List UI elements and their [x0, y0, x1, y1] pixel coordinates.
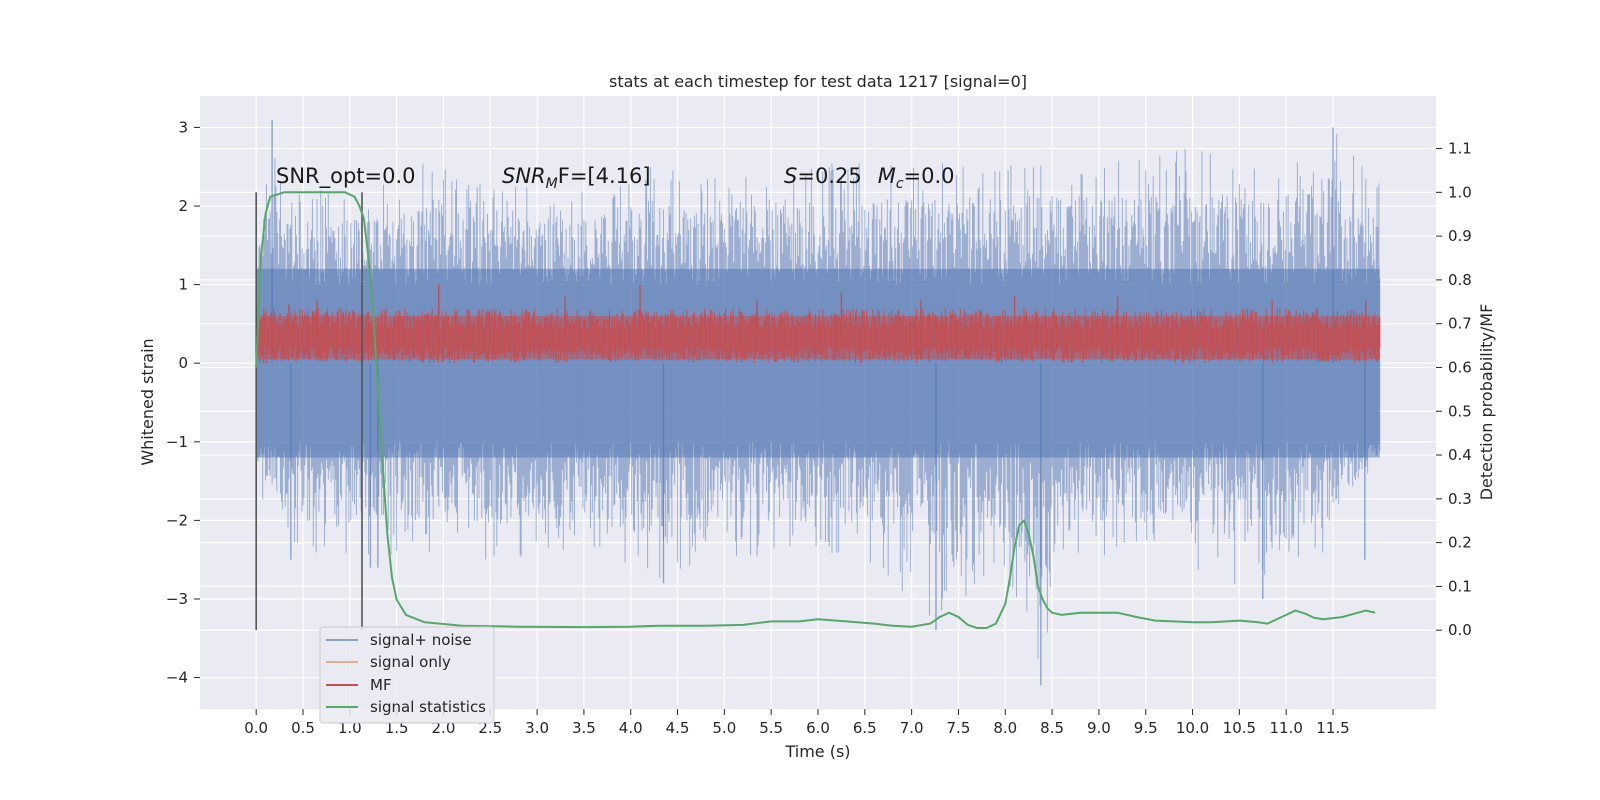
x-tick-label: 3.5	[572, 719, 596, 737]
y2-tick-label: 0.8	[1448, 271, 1472, 289]
y2-axis-label: Detection probability/MF	[1477, 304, 1496, 501]
legend: signal+ noise signal only MF signal stat…	[319, 626, 495, 724]
annotation-snr-mf: SNRMF=[4.16]	[502, 164, 651, 192]
y2-tick-label: 0.7	[1448, 315, 1472, 333]
y-axis-label: Whitened strain	[138, 338, 157, 465]
x-tick-label: 6.0	[806, 719, 830, 737]
x-axis-label: Time (s)	[784, 742, 850, 761]
signal-statistics-line	[255, 191, 1376, 629]
x-tick-label: 7.0	[900, 719, 924, 737]
y2-tick-label: 0.0	[1448, 621, 1472, 639]
y2-tick-label: 1.1	[1448, 140, 1472, 158]
x-tick-label: 10.0	[1176, 719, 1209, 737]
s-value: =0.25	[797, 164, 861, 188]
annotation-snr-opt: SNR_opt=0.0	[276, 164, 416, 189]
s-main: S	[784, 164, 797, 188]
y-tick-label: 2	[178, 197, 188, 215]
x-tick-label: 9.0	[1087, 719, 1111, 737]
x-tick-label: 9.5	[1134, 719, 1158, 737]
y2-tick-label: 1.0	[1448, 183, 1472, 201]
chart-title: stats at each timestep for test data 121…	[609, 72, 1027, 91]
y2-tick-label: 0.6	[1448, 358, 1472, 376]
y2-tick-label: 0.5	[1448, 402, 1472, 420]
x-tick-label: 0.0	[244, 719, 268, 737]
y-tick-label: −1	[166, 433, 188, 451]
mc-main: M	[878, 164, 896, 188]
y-tick-label: 1	[178, 276, 188, 294]
x-tick-label: 11.0	[1269, 719, 1302, 737]
snr-mf-main: SNR	[502, 164, 546, 188]
x-tick-label: 3.0	[525, 719, 549, 737]
legend-label-stats: signal statistics	[370, 698, 486, 716]
x-tick-label: 6.5	[853, 719, 877, 737]
x-tick-label: 11.5	[1316, 719, 1349, 737]
mf-series	[255, 284, 1381, 387]
x-tick-label: 8.0	[993, 719, 1017, 737]
y-tick-label: 0	[178, 354, 188, 372]
x-tick-label: 8.5	[1040, 719, 1064, 737]
x-tick-label: 4.0	[619, 719, 643, 737]
mc-sub: c	[896, 176, 904, 192]
x-tick-label: 10.5	[1223, 719, 1256, 737]
legend-label-signal-only: signal only	[370, 653, 451, 671]
snr-mf-rest: F=[4.16]	[558, 164, 651, 188]
mc-value: =0.0	[904, 164, 955, 188]
vertical-markers	[255, 192, 363, 631]
annotation-s-mc: S=0.25 Mc=0.0	[784, 164, 955, 192]
y2-tick-label: 0.1	[1448, 577, 1472, 595]
y2-tick-label: 0.2	[1448, 534, 1472, 552]
y2-tick-label: 0.3	[1448, 490, 1472, 508]
legend-label-mf: MF	[370, 676, 392, 694]
y-tick-label: 3	[178, 118, 188, 136]
x-tick-label: 0.5	[291, 719, 315, 737]
y2-axis-ticks: 1.1 1.0 0.9 0.8 0.7 0.6 0.5 0.4 0.3 0.2 0.1 0.0	[1436, 140, 1472, 639]
snr-mf-sub: M	[546, 176, 558, 192]
x-tick-label: 4.5	[666, 719, 690, 737]
legend-label-noise: signal+ noise	[370, 631, 472, 649]
x-tick-label: 7.5	[947, 719, 971, 737]
y2-tick-label: 0.9	[1448, 227, 1472, 245]
signal-noise-series	[255, 119, 1381, 686]
signal-statistics-series	[255, 191, 1376, 629]
x-tick-label: 5.5	[759, 719, 783, 737]
y2-tick-label: 0.4	[1448, 446, 1472, 464]
x-axis-ticks: 0.0 0.5 1.0 1.5 2.0 2.5 3.0 3.5 4.0 4.5 5.0 5.5 6.0 6…	[244, 709, 1350, 737]
y-tick-label: −2	[166, 511, 188, 529]
legend-box	[319, 626, 495, 724]
y-axis-ticks: 3 2 1 0 −1 −2 −3 −4	[166, 118, 200, 687]
y-tick-label: −3	[166, 590, 188, 608]
x-tick-label: 5.0	[712, 719, 736, 737]
y-tick-label: −4	[166, 669, 188, 687]
